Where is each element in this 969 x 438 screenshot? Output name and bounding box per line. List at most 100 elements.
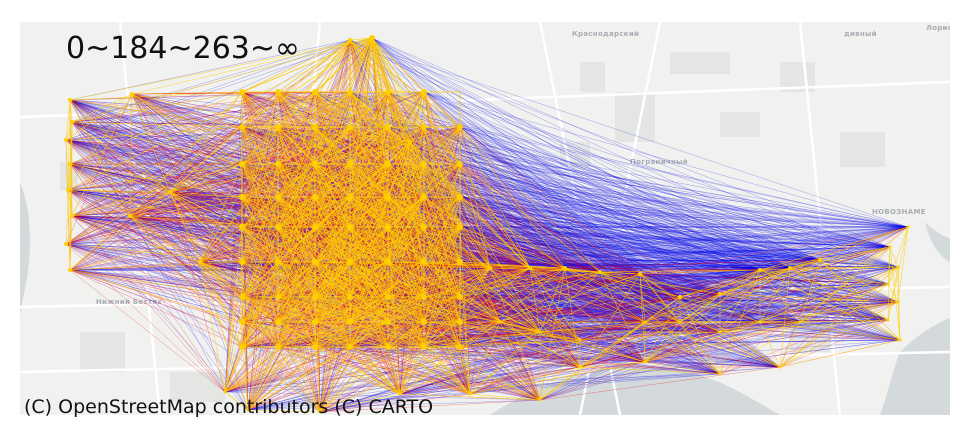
flow-line xyxy=(539,331,646,363)
flow-line xyxy=(539,301,899,401)
flow-line xyxy=(371,37,425,298)
flow-line xyxy=(779,283,889,368)
flow-line xyxy=(349,37,373,165)
flow-line xyxy=(71,121,171,193)
flow-line xyxy=(423,91,891,248)
flow-line xyxy=(247,37,373,411)
flow-line xyxy=(564,267,761,323)
flow-line xyxy=(459,163,781,368)
flow-line xyxy=(277,126,581,341)
flow-line xyxy=(423,126,791,269)
flow-line xyxy=(423,293,721,348)
flow-line xyxy=(65,163,71,245)
flow-line xyxy=(459,126,681,323)
flow-line xyxy=(349,163,761,271)
flow-line xyxy=(759,226,909,271)
stop-node xyxy=(385,319,391,325)
flow-line xyxy=(409,141,425,198)
flow-line xyxy=(499,321,541,401)
flow-line xyxy=(247,261,279,411)
flow-line xyxy=(129,215,279,263)
flow-line xyxy=(459,126,889,321)
flow-line xyxy=(423,126,461,263)
flow-line xyxy=(423,91,461,228)
flow-line xyxy=(423,261,461,348)
flow-line xyxy=(459,301,899,323)
flow-line xyxy=(67,163,279,191)
flow-line xyxy=(224,321,243,393)
flow-line xyxy=(499,267,791,323)
flow-line xyxy=(241,163,279,348)
flow-line xyxy=(679,296,721,375)
flow-line xyxy=(277,226,891,248)
map-panel[interactable]: Краснодарский дивный Лорис Пограничный Н… xyxy=(20,22,950,415)
flow-line xyxy=(423,126,531,269)
flow-line xyxy=(469,361,646,395)
flow-line xyxy=(579,321,681,341)
flow-line xyxy=(423,269,761,323)
flow-line xyxy=(387,196,899,303)
flow-line xyxy=(459,261,501,323)
flow-line xyxy=(71,126,243,217)
flow-line xyxy=(319,296,425,413)
flow-line xyxy=(719,293,901,341)
stop-node xyxy=(312,161,318,167)
flow-line xyxy=(69,261,201,271)
flow-line xyxy=(459,346,471,395)
flow-line xyxy=(459,267,491,298)
stop-node xyxy=(385,161,391,167)
flow-line xyxy=(69,99,131,217)
flow-line xyxy=(459,261,471,395)
flow-line xyxy=(224,346,389,393)
flow-line xyxy=(387,321,471,395)
flow-line xyxy=(241,91,721,295)
flow-line xyxy=(314,91,889,321)
flow-line xyxy=(67,189,351,323)
stop-node xyxy=(457,344,463,350)
flow-line xyxy=(349,163,791,269)
flow-line xyxy=(69,91,351,271)
flow-line xyxy=(65,196,279,245)
flow-line xyxy=(799,266,899,323)
stop-node xyxy=(70,120,74,124)
stop-node xyxy=(408,140,412,144)
flow-line xyxy=(387,261,899,303)
flow-line xyxy=(719,321,801,375)
flow-line xyxy=(69,215,73,271)
stop-node xyxy=(312,259,318,265)
flow-line xyxy=(349,39,681,323)
flow-line xyxy=(199,261,243,298)
flow-line xyxy=(399,346,461,395)
flow-line xyxy=(71,91,243,123)
flow-line xyxy=(349,91,889,321)
flow-line xyxy=(169,191,279,228)
flow-line xyxy=(69,191,171,271)
flow-line xyxy=(129,196,279,217)
flow-line xyxy=(459,226,581,368)
flow-line xyxy=(371,37,461,298)
flow-line xyxy=(459,321,721,375)
flow-line xyxy=(169,191,279,263)
flow-line xyxy=(719,321,801,333)
flow-line xyxy=(67,189,279,263)
flow-line xyxy=(349,163,389,298)
flow-line xyxy=(423,226,721,295)
flow-line xyxy=(224,391,249,411)
flow-line xyxy=(409,91,425,143)
flow-line xyxy=(371,37,889,285)
flow-line xyxy=(71,91,316,123)
flow-line xyxy=(539,296,681,333)
flow-line xyxy=(247,321,461,411)
flow-line xyxy=(564,267,681,323)
flow-line xyxy=(169,91,316,193)
flow-line xyxy=(399,301,899,395)
flow-line xyxy=(241,39,351,165)
flow-line xyxy=(349,321,721,333)
flow-line xyxy=(759,301,899,323)
flow-line xyxy=(314,196,351,323)
flow-line xyxy=(387,273,641,298)
flow-line xyxy=(409,141,581,368)
flow-line xyxy=(459,261,899,268)
flow-line xyxy=(67,189,909,228)
flow-line xyxy=(539,283,889,401)
